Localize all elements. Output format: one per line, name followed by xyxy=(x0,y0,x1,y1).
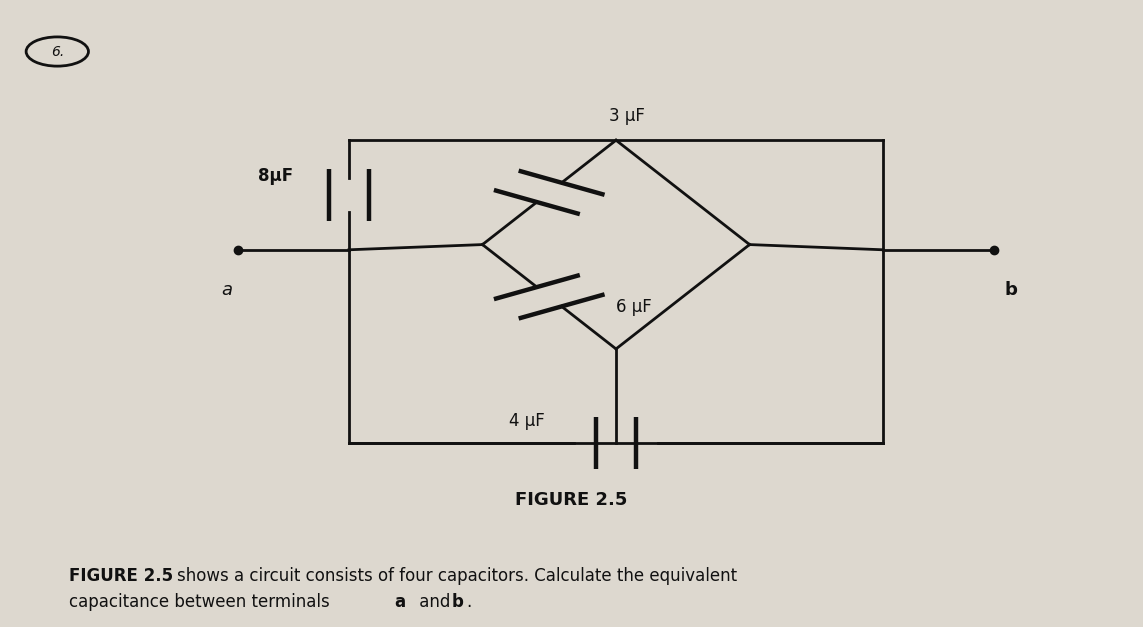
Text: 3 μF: 3 μF xyxy=(609,107,645,125)
Text: a: a xyxy=(221,281,232,299)
Text: 8μF: 8μF xyxy=(258,167,294,184)
Text: b: b xyxy=(1005,281,1017,299)
Text: .: . xyxy=(466,593,472,611)
Text: FIGURE 2.5: FIGURE 2.5 xyxy=(515,491,628,509)
Text: shows a circuit consists of four capacitors. Calculate the equivalent: shows a circuit consists of four capacit… xyxy=(177,567,737,586)
Text: capacitance between terminals: capacitance between terminals xyxy=(69,593,335,611)
Text: 6 μF: 6 μF xyxy=(616,298,652,316)
Text: a: a xyxy=(394,593,406,611)
Text: 4 μF: 4 μF xyxy=(509,412,545,429)
Text: b: b xyxy=(451,593,463,611)
Text: and: and xyxy=(414,593,455,611)
Text: FIGURE 2.5: FIGURE 2.5 xyxy=(69,567,173,586)
Text: 6.: 6. xyxy=(50,45,64,58)
